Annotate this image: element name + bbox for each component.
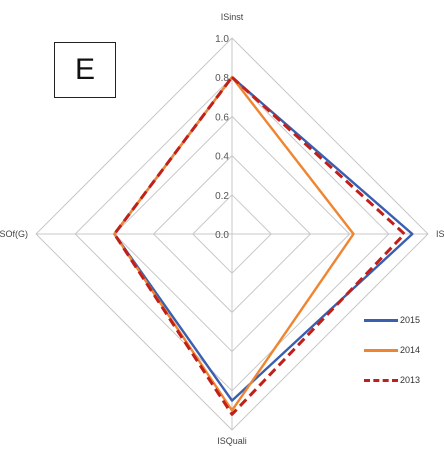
tick-label-1: 0.2	[215, 191, 229, 202]
legend-swatch-2014	[364, 348, 398, 352]
axis-label-0: ISinst	[221, 12, 244, 22]
legend-item-2014: 2014	[364, 335, 444, 365]
tick-label-3: 0.6	[215, 112, 229, 123]
axis-label-2: ISQuali	[217, 436, 247, 446]
legend-label-2013: 2013	[400, 375, 421, 385]
panel-label: E	[74, 53, 95, 86]
legend-item-2013: 2013	[364, 365, 444, 395]
legend-label-2014: 2014	[400, 345, 421, 355]
axis-label-1: ISAces	[436, 229, 444, 239]
legend-label-2015: 2015	[400, 315, 421, 325]
tick-label-2: 0.4	[215, 152, 229, 163]
radar-series	[112, 75, 414, 416]
radial-tick-labels: 0.0 0.2 0.4 0.6 0.8 1.0	[215, 34, 229, 241]
legend-item-2015: 2015	[364, 305, 444, 335]
tick-label-4: 0.8	[215, 73, 229, 84]
axis-label-3: ISOf(G)	[0, 229, 28, 239]
tick-label-5: 1.0	[215, 34, 229, 45]
tick-label-0: 0.0	[215, 230, 229, 241]
series-line-2014	[113, 75, 355, 412]
radar-spokes	[36, 38, 428, 430]
panel-label-box: E	[54, 42, 116, 98]
legend-swatch-2015	[364, 318, 398, 322]
legend-swatch-2013	[364, 378, 398, 382]
series-line-2013	[112, 75, 406, 416]
axis-labels: ISinst ISAces ISQuali ISOf(G)	[0, 12, 444, 446]
legend: 2015 2014 2013	[364, 305, 444, 395]
